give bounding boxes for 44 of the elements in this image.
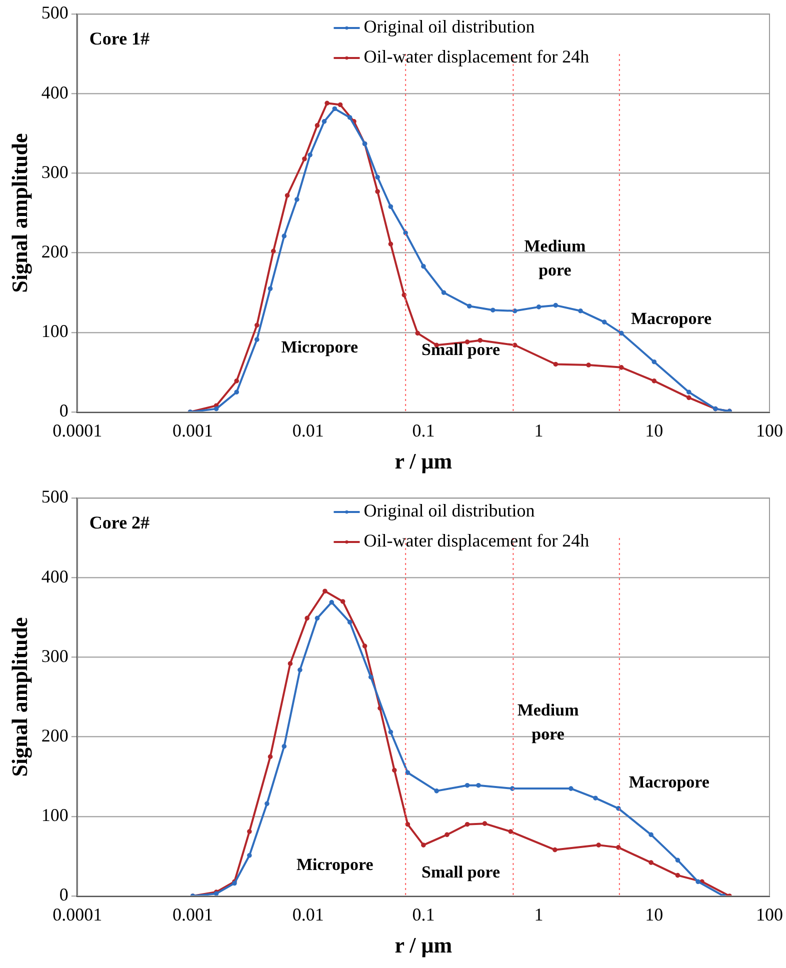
annotation: Small pore	[422, 862, 501, 882]
x-tick-label: 0.001	[172, 904, 213, 925]
x-tick-label: 0.01	[292, 904, 324, 925]
text: Core 1#	[89, 28, 150, 49]
x-tick-label: 0.0001	[52, 904, 102, 925]
x-tick-label: 0.001	[172, 420, 213, 441]
x-axis-title: r / μm	[394, 932, 452, 958]
y-tick-label: 400	[41, 566, 68, 586]
annotation: Small pore	[422, 340, 501, 360]
legend-label: Oil-water displacement for 24h	[364, 530, 590, 551]
x-axis-title: r / μm	[394, 448, 452, 474]
x-tick-label: 1	[534, 904, 544, 925]
y-axis-title: Signal amplitude	[6, 132, 32, 293]
y-tick-label: 0	[59, 400, 68, 421]
x-tick-label: 0.01	[292, 420, 324, 441]
y-axis-title: Signal amplitude	[6, 616, 32, 777]
annotation: Micropore	[296, 855, 374, 874]
x-tick-label: 10	[645, 904, 664, 925]
x-tick-label: 0.0001	[52, 420, 102, 441]
y-tick-label: 500	[41, 2, 68, 23]
x-tick-label: 100	[756, 904, 783, 925]
y-tick-label: 100	[41, 321, 68, 342]
x-tick-label: 0.1	[412, 420, 435, 441]
legend-label: Oil-water displacement for 24h	[364, 46, 590, 67]
y-tick-label: 300	[41, 162, 68, 182]
annotation: Macropore	[630, 309, 712, 328]
y-tick-label: 500	[41, 486, 68, 507]
y-tick-label: 200	[41, 726, 68, 746]
y-tick-label: 100	[41, 805, 68, 826]
annotation: Micropore	[281, 338, 358, 357]
annotation: Macropore	[628, 772, 710, 792]
y-tick-label: 0	[59, 884, 68, 905]
y-tick-label: 200	[41, 242, 68, 262]
x-tick-label: 0.1	[412, 904, 435, 925]
y-tick-label: 300	[41, 646, 68, 666]
x-tick-label: 10	[645, 420, 664, 441]
x-tick-label: 100	[756, 420, 783, 441]
annotation: Medium pore	[517, 700, 579, 744]
legend-label: Original oil distribution	[364, 500, 535, 521]
legend-label: Original oil distribution	[364, 16, 535, 37]
x-tick-label: 1	[534, 420, 544, 441]
annotation: Medium pore	[524, 236, 586, 280]
text: Core 2#	[89, 512, 150, 533]
y-tick-label: 400	[41, 82, 68, 102]
